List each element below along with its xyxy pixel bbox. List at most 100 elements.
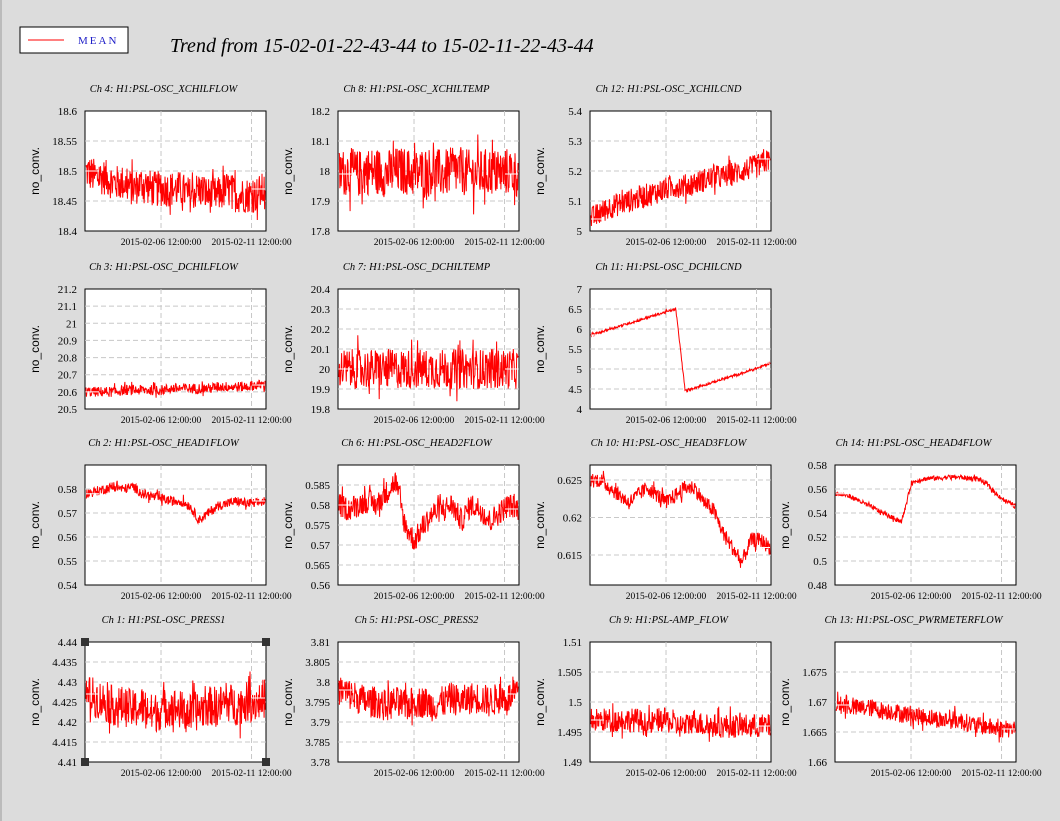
x-tick-label: 2015-02-11 12:00:00 (464, 238, 544, 248)
y-tick-label: 1.51 (563, 637, 582, 649)
panel-title: Ch 12: H1:PSL-OSC_XCHILCND (596, 84, 742, 95)
panel-title: Ch 2: H1:PSL-OSC_HEAD1FLOW (88, 438, 240, 449)
series-line-mean (338, 134, 519, 215)
x-tick-label: 2015-02-06 12:00:00 (626, 238, 707, 248)
series-line-mean (835, 473, 1016, 524)
panel-title: Ch 11: H1:PSL-OSC_DCHILCND (595, 262, 742, 273)
chart-panel: Ch 6: H1:PSL-OSC_HEAD2FLOW 0.585 0.58 0.575… (281, 438, 545, 602)
resize-handle[interactable] (262, 638, 270, 646)
y-axis-label: no_conv. (533, 325, 547, 373)
series-line-mean (590, 307, 771, 393)
series-line-mean (835, 691, 1016, 743)
y-tick-label: 18.1 (311, 136, 330, 148)
y-tick-label: 4.43 (58, 677, 78, 689)
chart-panel: Ch 12: H1:PSL-OSC_XCHILCND 5.4 5.3 5.2 5.1 5 2… (533, 84, 797, 248)
series-line-mean (85, 671, 266, 739)
y-tick-label: 18.6 (58, 106, 78, 118)
x-tick-label: 2015-02-11 12:00:00 (716, 592, 796, 602)
y-tick-label: 3.79 (311, 717, 331, 729)
x-tick-label: 2015-02-06 12:00:00 (121, 769, 202, 779)
y-tick-label: 5.4 (568, 106, 582, 118)
y-tick-label: 20.7 (58, 370, 78, 382)
chart-panel: Ch 1: H1:PSL-OSC_PRESS1 4.44 4.435 4.43 4.42… (28, 615, 292, 779)
y-tick-label: 1.5 (568, 697, 582, 709)
y-tick-label: 0.5 (813, 556, 827, 568)
y-tick-label: 3.78 (311, 757, 331, 769)
panels: Ch 4: H1:PSL-OSC_XCHILFLOW 18.6 18.55 18.5 1… (28, 84, 1042, 779)
y-tick-label: 5.3 (568, 136, 582, 148)
y-tick-label: 0.57 (58, 508, 78, 520)
y-tick-label: 20.1 (311, 344, 330, 356)
plot-area (834, 464, 1017, 586)
y-tick-label: 18.45 (52, 196, 77, 208)
panel-title: Ch 5: H1:PSL-OSC_PRESS2 (355, 615, 479, 626)
x-tick-label: 2015-02-11 12:00:00 (961, 769, 1041, 779)
y-tick-label: 0.58 (808, 460, 828, 472)
y-tick-label: 1.66 (808, 757, 828, 769)
resize-handle[interactable] (81, 638, 89, 646)
y-axis-label: no_conv. (281, 147, 295, 195)
y-tick-label: 20.2 (311, 324, 330, 336)
y-tick-label: 21.1 (58, 301, 77, 313)
chart-panel: Ch 8: H1:PSL-OSC_XCHILTEMP 18.2 18.1 18 17.9… (281, 84, 545, 248)
y-tick-label: 0.615 (557, 550, 582, 562)
chart-panel: Ch 4: H1:PSL-OSC_XCHILFLOW 18.6 18.55 18.5 1… (28, 84, 292, 248)
y-tick-label: 1.505 (557, 667, 582, 679)
y-tick-label: 20.4 (311, 284, 331, 296)
y-tick-label: 0.56 (808, 484, 828, 496)
resize-handle[interactable] (81, 758, 89, 766)
y-tick-label: 0.62 (563, 513, 582, 525)
y-tick-label: 20.8 (58, 353, 78, 365)
y-tick-label: 0.54 (58, 580, 78, 592)
series-line-mean (85, 480, 266, 526)
x-tick-label: 2015-02-11 12:00:00 (464, 592, 544, 602)
y-tick-label: 5 (577, 364, 583, 376)
y-axis-label: no_conv. (533, 501, 547, 549)
x-tick-label: 2015-02-06 12:00:00 (121, 592, 202, 602)
x-tick-label: 2015-02-11 12:00:00 (716, 769, 796, 779)
y-tick-label: 4.41 (58, 757, 77, 769)
panel-title: Ch 8: H1:PSL-OSC_XCHILTEMP (343, 84, 490, 95)
x-tick-label: 2015-02-06 12:00:00 (626, 416, 707, 426)
x-tick-label: 2015-02-06 12:00:00 (121, 238, 202, 248)
y-tick-label: 5 (577, 226, 583, 238)
x-tick-label: 2015-02-06 12:00:00 (374, 592, 455, 602)
panel-title: Ch 9: H1:PSL-AMP_FLOW (609, 615, 729, 626)
y-tick-label: 17.8 (311, 226, 331, 238)
x-tick-label: 2015-02-11 12:00:00 (211, 238, 291, 248)
y-tick-label: 0.55 (58, 556, 78, 568)
series-line-mean (590, 703, 771, 742)
y-tick-label: 4.44 (58, 637, 78, 649)
plot-area (589, 464, 772, 586)
y-tick-label: 1.49 (563, 757, 583, 769)
y-tick-label: 0.52 (808, 532, 827, 544)
x-tick-label: 2015-02-11 12:00:00 (211, 592, 291, 602)
y-tick-label: 3.8 (316, 677, 330, 689)
chart-panel: Ch 10: H1:PSL-OSC_HEAD3FLOW 0.625 0.62 0.61… (533, 438, 797, 602)
y-tick-label: 4.425 (52, 697, 77, 709)
y-tick-label: 7 (577, 284, 583, 296)
y-tick-label: 18 (319, 166, 331, 178)
y-tick-label: 6.5 (568, 304, 582, 316)
x-tick-label: 2015-02-11 12:00:00 (464, 769, 544, 779)
panel-title: Ch 13: H1:PSL-OSC_PWRMETERFLOW (825, 615, 1004, 626)
panel-title: Ch 1: H1:PSL-OSC_PRESS1 (102, 615, 226, 626)
x-tick-label: 2015-02-06 12:00:00 (871, 769, 952, 779)
y-tick-label: 18.55 (52, 136, 77, 148)
y-tick-label: 0.48 (808, 580, 828, 592)
chart-panel: Ch 11: H1:PSL-OSC_DCHILCND 7 6.5 6 5.5 5 4.5 4 2… (533, 262, 797, 426)
y-tick-label: 5.1 (568, 196, 582, 208)
chart-panel: Ch 9: H1:PSL-AMP_FLOW 1.51 1.505 1.5 1.495 1.… (533, 615, 797, 779)
y-axis-label: no_conv. (281, 501, 295, 549)
resize-handle[interactable] (262, 758, 270, 766)
chart-panel: Ch 7: H1:PSL-OSC_DCHILTEMP 20.4 20.3 20.2 20… (281, 262, 545, 426)
y-tick-label: 20.5 (58, 404, 78, 416)
x-tick-label: 2015-02-06 12:00:00 (626, 592, 707, 602)
y-tick-label: 4.415 (52, 737, 77, 749)
y-tick-label: 3.795 (305, 697, 330, 709)
y-tick-label: 0.565 (305, 560, 330, 572)
panel-title: Ch 4: H1:PSL-OSC_XCHILFLOW (90, 84, 239, 95)
y-tick-label: 20.9 (58, 335, 78, 347)
y-tick-label: 0.56 (58, 532, 78, 544)
